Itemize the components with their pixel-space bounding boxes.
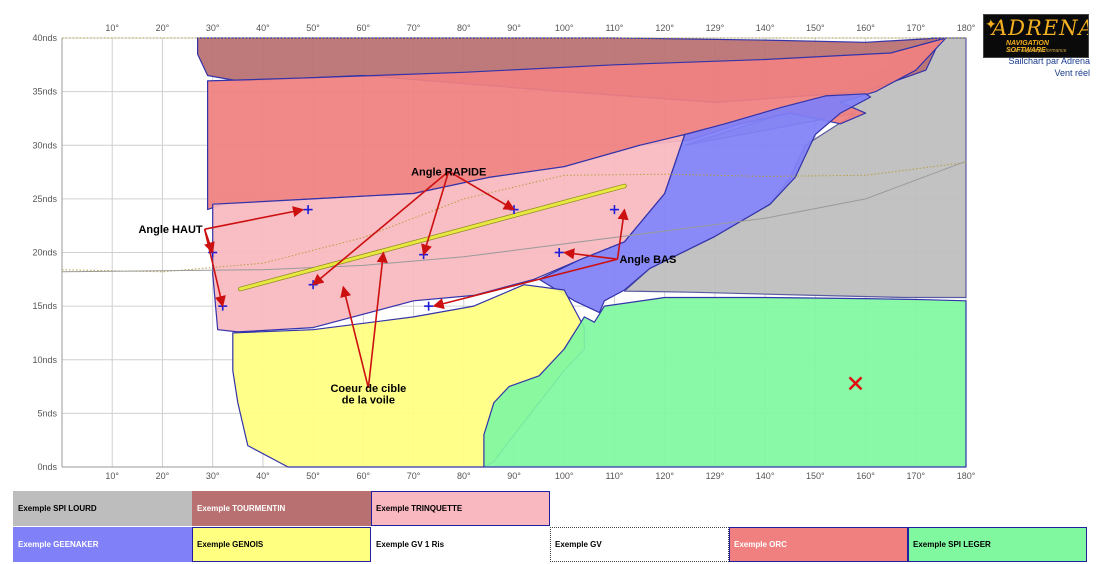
- logo-tagline: to serve your performance: [1008, 48, 1067, 54]
- annotation-label: Angle BAS: [619, 254, 676, 266]
- sail-area-exemple-geenaker: [538, 93, 872, 314]
- sail-area-exemple-spi-leger: [483, 296, 967, 468]
- annotation-arrow: [340, 285, 370, 389]
- x-tick-label: 140°: [756, 471, 775, 481]
- x-tick-label: 150°: [806, 23, 825, 33]
- legend-item-exemple-tourmentin: Exemple TOURMENTIN: [192, 491, 371, 526]
- annotation-arrow: [563, 248, 618, 261]
- x-tick-label: 50°: [306, 23, 320, 33]
- x-tick-label: 20°: [156, 471, 170, 481]
- legend-item-exemple-geenaker: Exemple GEENAKER: [13, 527, 192, 562]
- x-tick-label: 30°: [206, 23, 220, 33]
- y-tick-label: 40nds: [32, 33, 57, 43]
- x-tick-label: 10°: [105, 23, 119, 33]
- sail-legend: Exemple SPI LOURD Exemple TOURMENTIN Exemp…: [13, 491, 1087, 562]
- x-tick-label: 129°: [706, 23, 725, 33]
- y-tick-label: 0nds: [37, 462, 57, 472]
- x-tick-label: 110°: [605, 471, 623, 481]
- wind-mode-caption: Vent réel: [1054, 68, 1090, 78]
- annotation-arrow: [616, 208, 629, 260]
- x-tick-label: 120°: [655, 23, 674, 33]
- x-tick-label: 160°: [856, 23, 875, 33]
- y-tick-label: 30nds: [32, 140, 57, 150]
- adrena-logo: ✦ ADRENA NAVIGATION SOFTWARE to serve yo…: [983, 14, 1089, 58]
- x-tick-label: 100°: [555, 471, 574, 481]
- axis-labels: 10° 10° 20° 20° 30° 30° 40° 40° 50° 50° 60° 60° 70° 7…: [32, 23, 975, 481]
- x-tick-label: 129°: [706, 471, 725, 481]
- annotation-arrow: [367, 251, 388, 389]
- chart-caption: Sailchart par Adrena: [1008, 56, 1090, 66]
- annotation-arrow: [432, 258, 618, 310]
- target-line: [238, 184, 626, 291]
- x-tick-label: 170°: [906, 23, 925, 33]
- x-tick-label: 40°: [256, 471, 270, 481]
- x-tick-label: 90°: [507, 23, 521, 33]
- y-tick-label: 5nds: [37, 408, 57, 418]
- x-tick-label: 80°: [457, 23, 471, 33]
- annotation-label: de la voile: [342, 395, 395, 407]
- y-tick-label: 15nds: [32, 301, 57, 311]
- x-tick-label: 20°: [156, 23, 170, 33]
- legend-item-exemple-spi-lourd: Exemple SPI LOURD: [13, 491, 192, 526]
- legend-item-exemple-genois: Exemple GENOIS: [192, 527, 371, 562]
- legend-item-exemple-gv-1-ris: Exemple GV 1 Ris: [371, 527, 550, 562]
- legend-item-exemple-orc: Exemple ORC: [729, 527, 908, 562]
- marker-stroke: [848, 376, 863, 391]
- plus-marker: [609, 205, 619, 215]
- x-tick-label: 140°: [756, 23, 775, 33]
- logo-wordmark: ADRENA: [992, 16, 1089, 40]
- plus-marker: [554, 248, 564, 257]
- sailchart-plot: 10° 10° 20° 20° 30° 30° 40° 40° 50° 50° 60° 60° 70° 7…: [32, 23, 975, 481]
- x-tick-label: 180°: [957, 471, 976, 481]
- x-tick-label: 60°: [357, 23, 371, 33]
- annotation-arrow: [203, 229, 226, 308]
- annotation-arrow: [204, 206, 305, 230]
- sail-areas: [197, 37, 967, 468]
- plus-marker: [303, 205, 313, 215]
- y-tick-label: 20nds: [32, 248, 57, 258]
- annotation-arrow: [312, 170, 450, 286]
- x-tick-label: 70°: [407, 471, 421, 481]
- y-tick-label: 35nds: [32, 87, 57, 97]
- x-tick-label: 40°: [256, 23, 270, 33]
- x-tick-label: 170°: [906, 471, 925, 481]
- annotations: Angle HAUT Angle RAPIDE Angle BAS Coeur de …: [138, 166, 676, 406]
- star-icon: ✦: [985, 16, 997, 32]
- legend-item-exemple-gv: Exemple GV: [550, 527, 729, 562]
- annotation-arrow: [448, 170, 515, 211]
- x-tick-label: 120°: [655, 471, 674, 481]
- x-tick-label: 10°: [105, 471, 119, 481]
- cross-marker: [848, 376, 863, 391]
- annotation-label: Coeur de cible: [330, 383, 406, 395]
- x-tick-label: 180°: [957, 23, 976, 33]
- annotation-label: Angle RAPIDE: [411, 166, 486, 178]
- x-tick-label: 90°: [507, 471, 521, 481]
- plus-marker: [424, 301, 434, 311]
- y-tick-label: 25nds: [32, 194, 57, 204]
- legend-item-exemple-trinquette: Exemple TRINQUETTE: [371, 491, 550, 526]
- x-tick-label: 160°: [856, 471, 875, 481]
- x-tick-label: 30°: [206, 471, 220, 481]
- reference-curves: [61, 37, 967, 292]
- x-tick-label: 150°: [806, 471, 825, 481]
- annotation-arrow: [421, 171, 450, 256]
- logo-subtitle: NAVIGATION SOFTWARE: [1006, 40, 1049, 54]
- annotation-label: Angle HAUT: [138, 224, 202, 236]
- y-tick-label: 10nds: [32, 355, 57, 365]
- x-tick-label: 80°: [457, 471, 471, 481]
- x-tick-label: 60°: [357, 471, 371, 481]
- curve-exemple-gv-1-ris: [61, 160, 967, 273]
- x-tick-label: 100°: [555, 23, 574, 33]
- legend-item-exemple-spi-leger: Exemple SPI LEGER: [908, 527, 1087, 562]
- x-tick-label: 70°: [407, 23, 421, 33]
- curve-exemple-gv: [61, 161, 967, 273]
- x-tick-label: 50°: [306, 471, 320, 481]
- x-tick-label: 110°: [605, 23, 623, 33]
